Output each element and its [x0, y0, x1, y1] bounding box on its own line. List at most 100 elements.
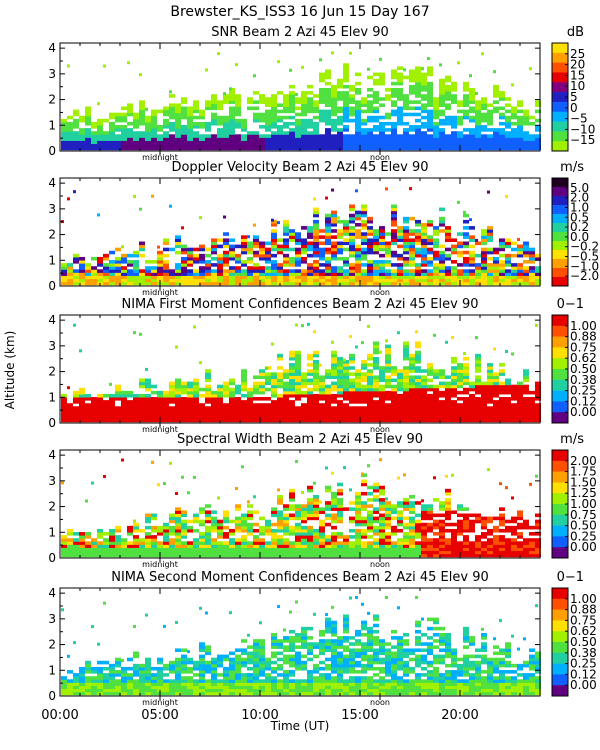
heatmap-cell: [259, 397, 265, 401]
heatmap-cell: [241, 400, 247, 404]
heatmap-cell: [307, 415, 313, 420]
heatmap-cell: [283, 256, 289, 261]
heatmap-cell: [439, 112, 445, 117]
heatmap-cell: [433, 263, 439, 267]
heatmap-cell: [97, 263, 103, 267]
heatmap-cell: [403, 544, 409, 548]
heatmap-cell: [193, 387, 199, 392]
heatmap-cell: [391, 406, 397, 410]
heatmap-cell: [133, 403, 139, 407]
heatmap-cell: [481, 412, 487, 417]
heatmap-cell: [91, 685, 97, 690]
heatmap-cell: [73, 125, 79, 129]
heatmap-cell: [121, 118, 127, 123]
heatmap-cell: [451, 140, 457, 145]
heatmap-cell: [409, 412, 415, 417]
heatmap-cell: [499, 387, 505, 392]
heatmap-cell: [175, 403, 181, 407]
heatmap-cell: [217, 390, 223, 395]
heatmap-cell: [475, 131, 481, 135]
heatmap-cell: [121, 550, 127, 555]
heatmap-cell: [391, 250, 397, 255]
heatmap-cell: [391, 137, 397, 141]
heatmap-cell: [109, 688, 115, 693]
heatmap-cell: [271, 278, 277, 283]
heatmap-cell: [373, 275, 379, 280]
heatmap-cell: [457, 115, 463, 120]
heatmap-cell: [169, 381, 175, 386]
heatmap-cell: [367, 356, 373, 361]
heatmap-cell: [337, 544, 343, 548]
heatmap-cell: [535, 281, 541, 286]
heatmap-cell: [121, 245, 124, 249]
heatmap-cell: [175, 250, 181, 255]
heatmap-cell: [301, 409, 307, 413]
heatmap-cell: [307, 535, 313, 539]
heatmap-cell: [133, 685, 139, 690]
heatmap-cell: [313, 250, 319, 255]
heatmap-cell: [109, 535, 115, 539]
heatmap-cell: [193, 260, 199, 264]
heatmap-cell: [421, 260, 427, 264]
heatmap-cell: [313, 409, 319, 413]
heatmap-cell: [307, 235, 313, 239]
heatmap-cell: [469, 74, 472, 78]
heatmap-cell: [325, 488, 331, 493]
heatmap-cell: [397, 121, 403, 126]
heatmap-cell: [307, 381, 313, 386]
heatmap-cell: [493, 100, 499, 104]
heatmap-cell: [325, 260, 331, 264]
heatmap-cell: [115, 544, 121, 548]
heatmap-cell: [265, 250, 271, 255]
heatmap-cell: [325, 544, 331, 548]
heatmap-cell: [367, 103, 373, 108]
heatmap-cell: [343, 115, 349, 120]
heatmap-cell: [247, 241, 253, 246]
colorbar-label: 0.0: [570, 230, 589, 244]
heatmap-cell: [199, 121, 205, 126]
heatmap-cell: [445, 103, 451, 108]
heatmap-cell: [499, 121, 505, 126]
heatmap-cell: [265, 532, 271, 536]
heatmap-cell: [229, 403, 235, 407]
heatmap-cell: [217, 253, 223, 258]
heatmap-cell: [283, 269, 289, 273]
heatmap-cell: [397, 522, 403, 527]
heatmap-cell: [445, 247, 451, 252]
heatmap-cell: [283, 387, 289, 392]
heatmap-cell: [229, 266, 235, 270]
heatmap-cell: [163, 140, 169, 145]
heatmap-cell: [73, 137, 79, 141]
heatmap-cell: [289, 263, 295, 267]
heatmap-cell: [499, 146, 505, 151]
heatmap-cell: [109, 382, 112, 386]
heatmap-cell: [295, 507, 301, 511]
heatmap-cell: [289, 103, 295, 108]
heatmap-cell: [151, 403, 157, 407]
heatmap-cell: [271, 266, 277, 270]
heatmap-cell: [469, 513, 475, 518]
heatmap-cell: [463, 269, 469, 273]
heatmap-cell: [367, 418, 373, 423]
heatmap-cell: [391, 232, 397, 236]
heatmap-cell: [337, 369, 343, 373]
heatmap-cell: [301, 519, 307, 524]
heatmap-cell: [163, 525, 169, 530]
heatmap-cell: [145, 281, 151, 286]
heatmap-cell: [493, 143, 499, 148]
heatmap-cell: [61, 140, 67, 145]
heatmap-cell: [421, 226, 427, 230]
heatmap-cell: [241, 553, 247, 558]
heatmap-cell: [355, 247, 361, 252]
heatmap-cell: [295, 146, 301, 151]
heatmap-cell: [235, 400, 241, 404]
heatmap-cell: [517, 266, 523, 270]
heatmap-cell: [223, 510, 229, 515]
heatmap-cell: [421, 378, 427, 383]
heatmap-cell: [145, 128, 151, 132]
heatmap-cell: [535, 550, 541, 555]
heatmap-cell: [199, 519, 205, 524]
heatmap-cell: [481, 415, 487, 420]
heatmap-cell: [433, 226, 439, 230]
